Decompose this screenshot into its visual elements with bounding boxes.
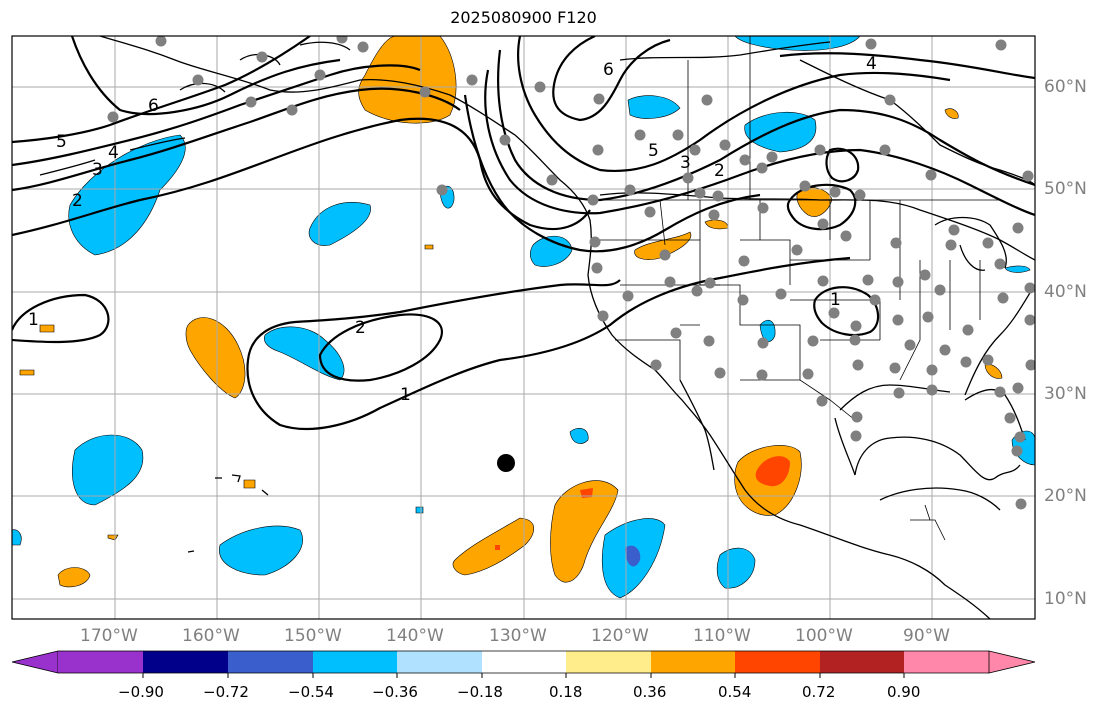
colorbar-tick-label: −0.72 (203, 683, 249, 701)
colorbar-segment (143, 651, 228, 673)
colorbar-tick-label: 0.72 (802, 683, 836, 701)
lat-label: 20°N (1044, 486, 1087, 506)
colorbar-segment (820, 651, 904, 673)
lat-label: 60°N (1044, 77, 1087, 97)
political-borders (592, 36, 1000, 541)
colorbar-segment (228, 651, 313, 673)
contour-lines (12, 36, 1035, 431)
lon-label: 130°W (489, 626, 547, 646)
contour-label: 3 (680, 153, 691, 173)
colorbar-segment (58, 651, 143, 673)
lon-label: 150°W (284, 626, 342, 646)
contour-label: 4 (108, 143, 119, 163)
contour-label: 5 (56, 132, 67, 152)
contour-label-group: 6 5 4 3 2 6 5 3 2 4 2 1 1 1 (28, 54, 877, 405)
lon-label: 90°W (903, 626, 950, 646)
contour-label: 1 (830, 290, 841, 310)
colorbar-extend-low (11, 650, 59, 674)
colorbar-tick-label: −0.54 (288, 683, 334, 701)
lat-label: 10°N (1044, 589, 1087, 609)
contour-label: 5 (648, 141, 659, 161)
contour-label: 2 (714, 161, 725, 181)
map-area: 6 5 4 3 2 6 5 3 2 4 2 1 1 1 (12, 36, 1035, 619)
colorbar-segment (397, 651, 482, 673)
lat-label: 40°N (1044, 282, 1087, 302)
strong-positive-anomaly-regions (495, 456, 790, 550)
gridlines (12, 36, 1035, 619)
colorbar-segment (566, 651, 651, 673)
colorbar-segment (651, 651, 735, 673)
contour-label: 2 (355, 318, 366, 338)
colorbar-tick-label: 0.18 (549, 683, 583, 701)
contour-label: 4 (866, 54, 877, 74)
map-title: 2025080900 F120 (450, 8, 597, 27)
colorbar-tick-label: −0.36 (372, 683, 418, 701)
contour-label: 3 (92, 160, 103, 180)
colorbar (11, 650, 1036, 678)
colorbar-tick-label: 0.54 (718, 683, 752, 701)
strong-negative-anomaly-regions (625, 545, 641, 567)
contour-label: 6 (148, 96, 159, 116)
map-frame (11, 35, 1036, 620)
colorbar-segment (482, 651, 566, 673)
contour-label: 1 (28, 310, 39, 330)
contour-label: 2 (72, 191, 83, 211)
contour-label: 1 (400, 385, 411, 405)
lon-label: 170°W (80, 626, 138, 646)
colorbar-tick-label: −0.18 (457, 683, 503, 701)
colorbar-tick-label: −0.90 (118, 683, 164, 701)
lon-label: 110°W (693, 626, 751, 646)
lon-label: 120°W (591, 626, 649, 646)
colorbar-extend-high (988, 650, 1036, 674)
lon-label: 100°W (795, 626, 853, 646)
station-markers (107, 36, 1035, 510)
colorbar-segment (313, 651, 397, 673)
lon-label: 140°W (386, 626, 444, 646)
colorbar-tick-label: 0.36 (633, 683, 667, 701)
colorbar-segment (904, 651, 989, 673)
contour-label: 6 (603, 60, 614, 80)
lon-label: 160°W (182, 626, 240, 646)
colorbar-tick-label: 0.90 (887, 683, 921, 701)
lat-label: 50°N (1044, 179, 1087, 199)
storm-center-marker (497, 454, 515, 472)
lat-label: 30°N (1044, 384, 1087, 404)
colorbar-segment (735, 651, 820, 673)
